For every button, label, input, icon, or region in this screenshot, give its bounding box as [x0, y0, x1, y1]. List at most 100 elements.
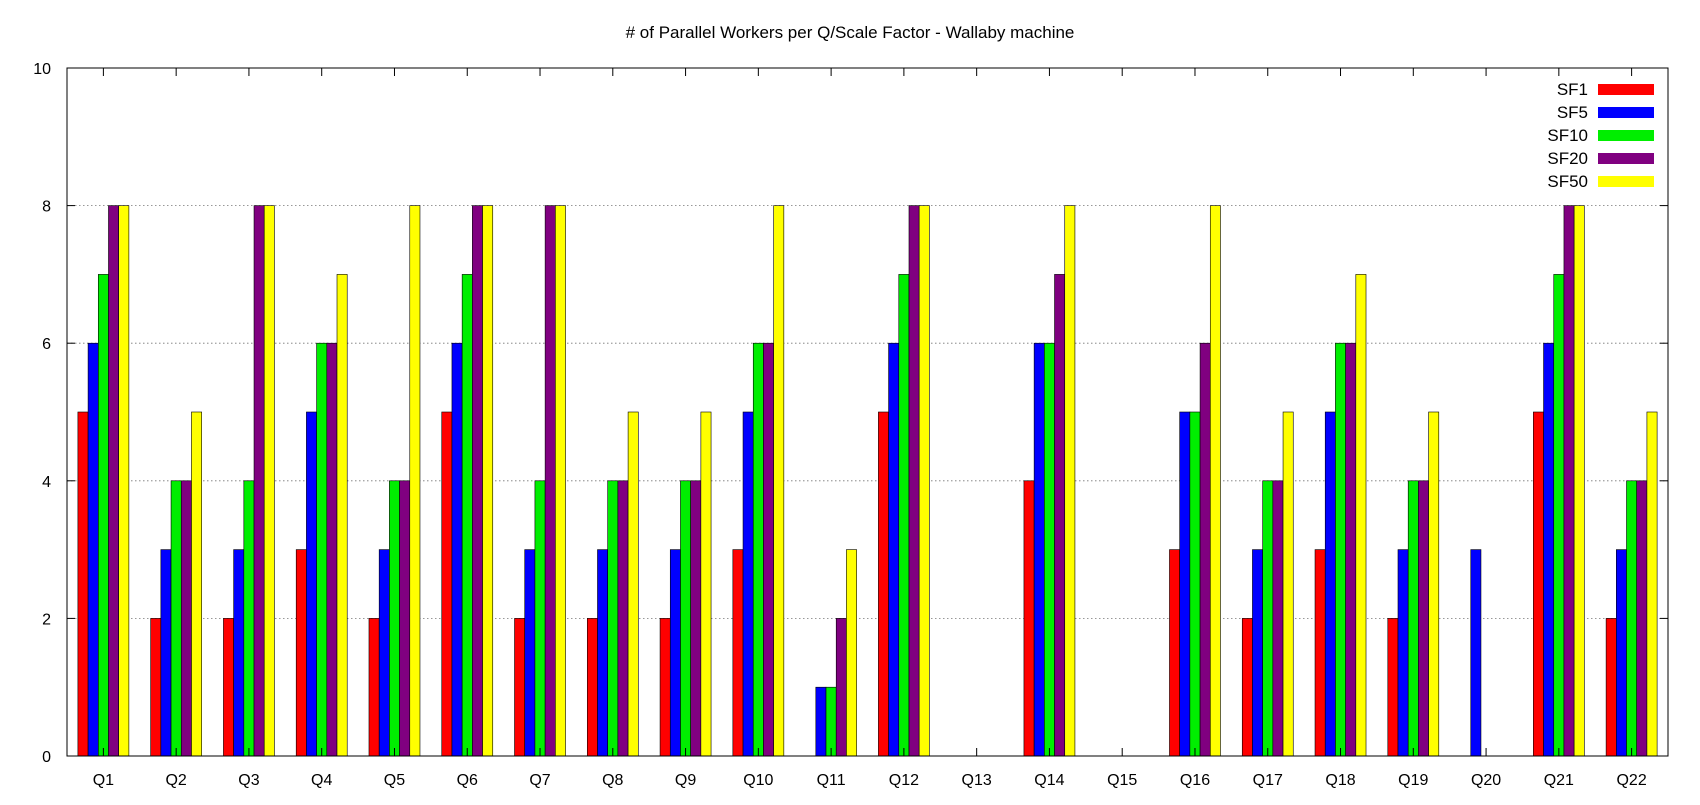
y-tick-label: 0 — [42, 749, 51, 766]
bar-sf50-q17 — [1282, 411, 1294, 757]
bar-sf1-q17 — [1241, 618, 1253, 757]
bar-sf5-q11 — [815, 686, 827, 757]
bar-sf20-q12 — [908, 205, 920, 757]
legend-label-sf10: SF10 — [1547, 126, 1588, 145]
bar-sf1-q7 — [514, 618, 526, 757]
bar-sf20-q3 — [253, 205, 265, 757]
bar-sf20-q22 — [1636, 480, 1648, 757]
bar-sf50-q22 — [1646, 411, 1658, 757]
x-tick-label: Q3 — [238, 772, 259, 789]
bar-sf50-q7 — [555, 205, 566, 757]
legend-swatch-sf10 — [1598, 130, 1654, 141]
bar-sf1-q18 — [1314, 549, 1326, 757]
bar-sf10-q14 — [1044, 342, 1055, 757]
legend-swatch-sf1 — [1598, 84, 1654, 95]
legend-label-sf5: SF5 — [1557, 103, 1588, 122]
bar-sf10-q4 — [316, 342, 328, 757]
bar-sf50-q3 — [263, 205, 275, 757]
bar-sf1-q6 — [441, 411, 453, 757]
bar-sf50-q21 — [1573, 205, 1585, 757]
bar-sf20-q21 — [1563, 205, 1575, 757]
bar-sf50-q8 — [627, 411, 639, 757]
legend-label-sf20: SF20 — [1547, 149, 1588, 168]
bar-sf50-q5 — [409, 205, 421, 757]
bar-sf1-q5 — [368, 618, 380, 757]
x-tick-label: Q8 — [602, 772, 623, 789]
x-tick-label: Q5 — [384, 772, 405, 789]
bar-sf1-q4 — [295, 549, 307, 757]
legend-swatch-sf5 — [1598, 107, 1654, 118]
bar-sf20-q10 — [763, 342, 774, 757]
bar-sf10-q3 — [243, 480, 255, 757]
bar-sf1-q21 — [1533, 411, 1544, 757]
bar-sf1-q22 — [1605, 618, 1617, 757]
bar-sf5-q14 — [1033, 342, 1045, 757]
bar-sf5-q16 — [1179, 411, 1191, 757]
bar-sf5-q1 — [87, 342, 99, 757]
bar-sf10-q2 — [170, 480, 182, 757]
bar-sf1-q3 — [223, 618, 234, 757]
bar-sf5-q5 — [378, 549, 390, 757]
bar-sf20-q5 — [399, 480, 411, 757]
bar-sf50-q10 — [773, 205, 785, 757]
x-tick-label: Q22 — [1616, 772, 1646, 789]
bar-sf20-q16 — [1199, 342, 1211, 757]
bar-sf1-q19 — [1387, 618, 1399, 757]
gridlines — [67, 205, 1668, 619]
plot-frame — [66, 67, 1669, 757]
bar-sf10-q6 — [461, 274, 473, 757]
bar-sf50-q2 — [191, 411, 202, 757]
legend-label-sf1: SF1 — [1557, 80, 1588, 99]
bar-sf50-q16 — [1209, 205, 1221, 757]
x-tick-label: Q4 — [311, 772, 332, 789]
bar-sf5-q18 — [1324, 411, 1336, 757]
bar-sf10-q9 — [680, 480, 691, 757]
bar-sf20-q6 — [472, 205, 483, 757]
bar-sf5-q20 — [1470, 549, 1482, 757]
bar-sf50-q4 — [336, 274, 348, 757]
x-tick-label: Q19 — [1398, 772, 1428, 789]
axes: 0 2 4 6 8 10 Q1 Q2 Q3 Q4 Q5 Q6 Q7 Q8 Q9 Q10 Q11 Q12 Q13 Q14… — [33, 61, 1669, 789]
bar-sf5-q8 — [597, 549, 608, 757]
x-tick-label: Q15 — [1107, 772, 1137, 789]
legend-swatch-sf20 — [1598, 153, 1654, 164]
x-tick-label: Q11 — [817, 772, 846, 789]
x-tick-label: Q2 — [165, 772, 186, 789]
bar-sf10-q16 — [1189, 411, 1201, 757]
bar-sf50-q18 — [1355, 274, 1367, 757]
bar-sf10-q1 — [97, 274, 109, 757]
bar-sf5-q7 — [524, 549, 536, 757]
bar-sf50-q9 — [700, 411, 712, 757]
bar-sf50-q12 — [918, 205, 930, 757]
bar-sf5-q19 — [1397, 549, 1409, 757]
y-tick-label: 8 — [42, 199, 51, 216]
x-tick-label: Q18 — [1325, 772, 1355, 789]
bar-sf20-q11 — [835, 618, 847, 757]
bar-sf10-q5 — [389, 480, 400, 757]
bar-sf10-q12 — [898, 274, 910, 757]
x-tick-label: Q1 — [93, 772, 114, 789]
x-tick-label: Q13 — [962, 772, 992, 789]
x-tick-label: Q16 — [1180, 772, 1210, 789]
bar-sf20-q18 — [1345, 342, 1357, 757]
bar-sf20-q2 — [180, 480, 192, 757]
bar-sf5-q6 — [451, 342, 463, 757]
bar-sf5-q17 — [1252, 549, 1263, 757]
x-tick-label: Q21 — [1544, 772, 1574, 789]
y-tick-label: 4 — [42, 474, 51, 491]
bar-sf5-q3 — [233, 549, 245, 757]
bar-sf10-q10 — [752, 342, 764, 757]
bar-sf5-q2 — [160, 549, 172, 757]
bar-sf50-q14 — [1064, 205, 1076, 757]
y-tick-label: 2 — [42, 611, 51, 628]
bar-sf1-q10 — [732, 549, 744, 757]
bar-sf1-q8 — [586, 618, 598, 757]
x-tick-label: Q7 — [529, 772, 550, 789]
bar-sf50-q19 — [1428, 411, 1440, 757]
bar-sf5-q12 — [888, 342, 900, 757]
bar-sf50-q11 — [846, 549, 857, 757]
bar-sf10-q7 — [534, 480, 546, 757]
bar-sf5-q9 — [669, 549, 681, 757]
bar-sf50-q1 — [118, 205, 130, 757]
